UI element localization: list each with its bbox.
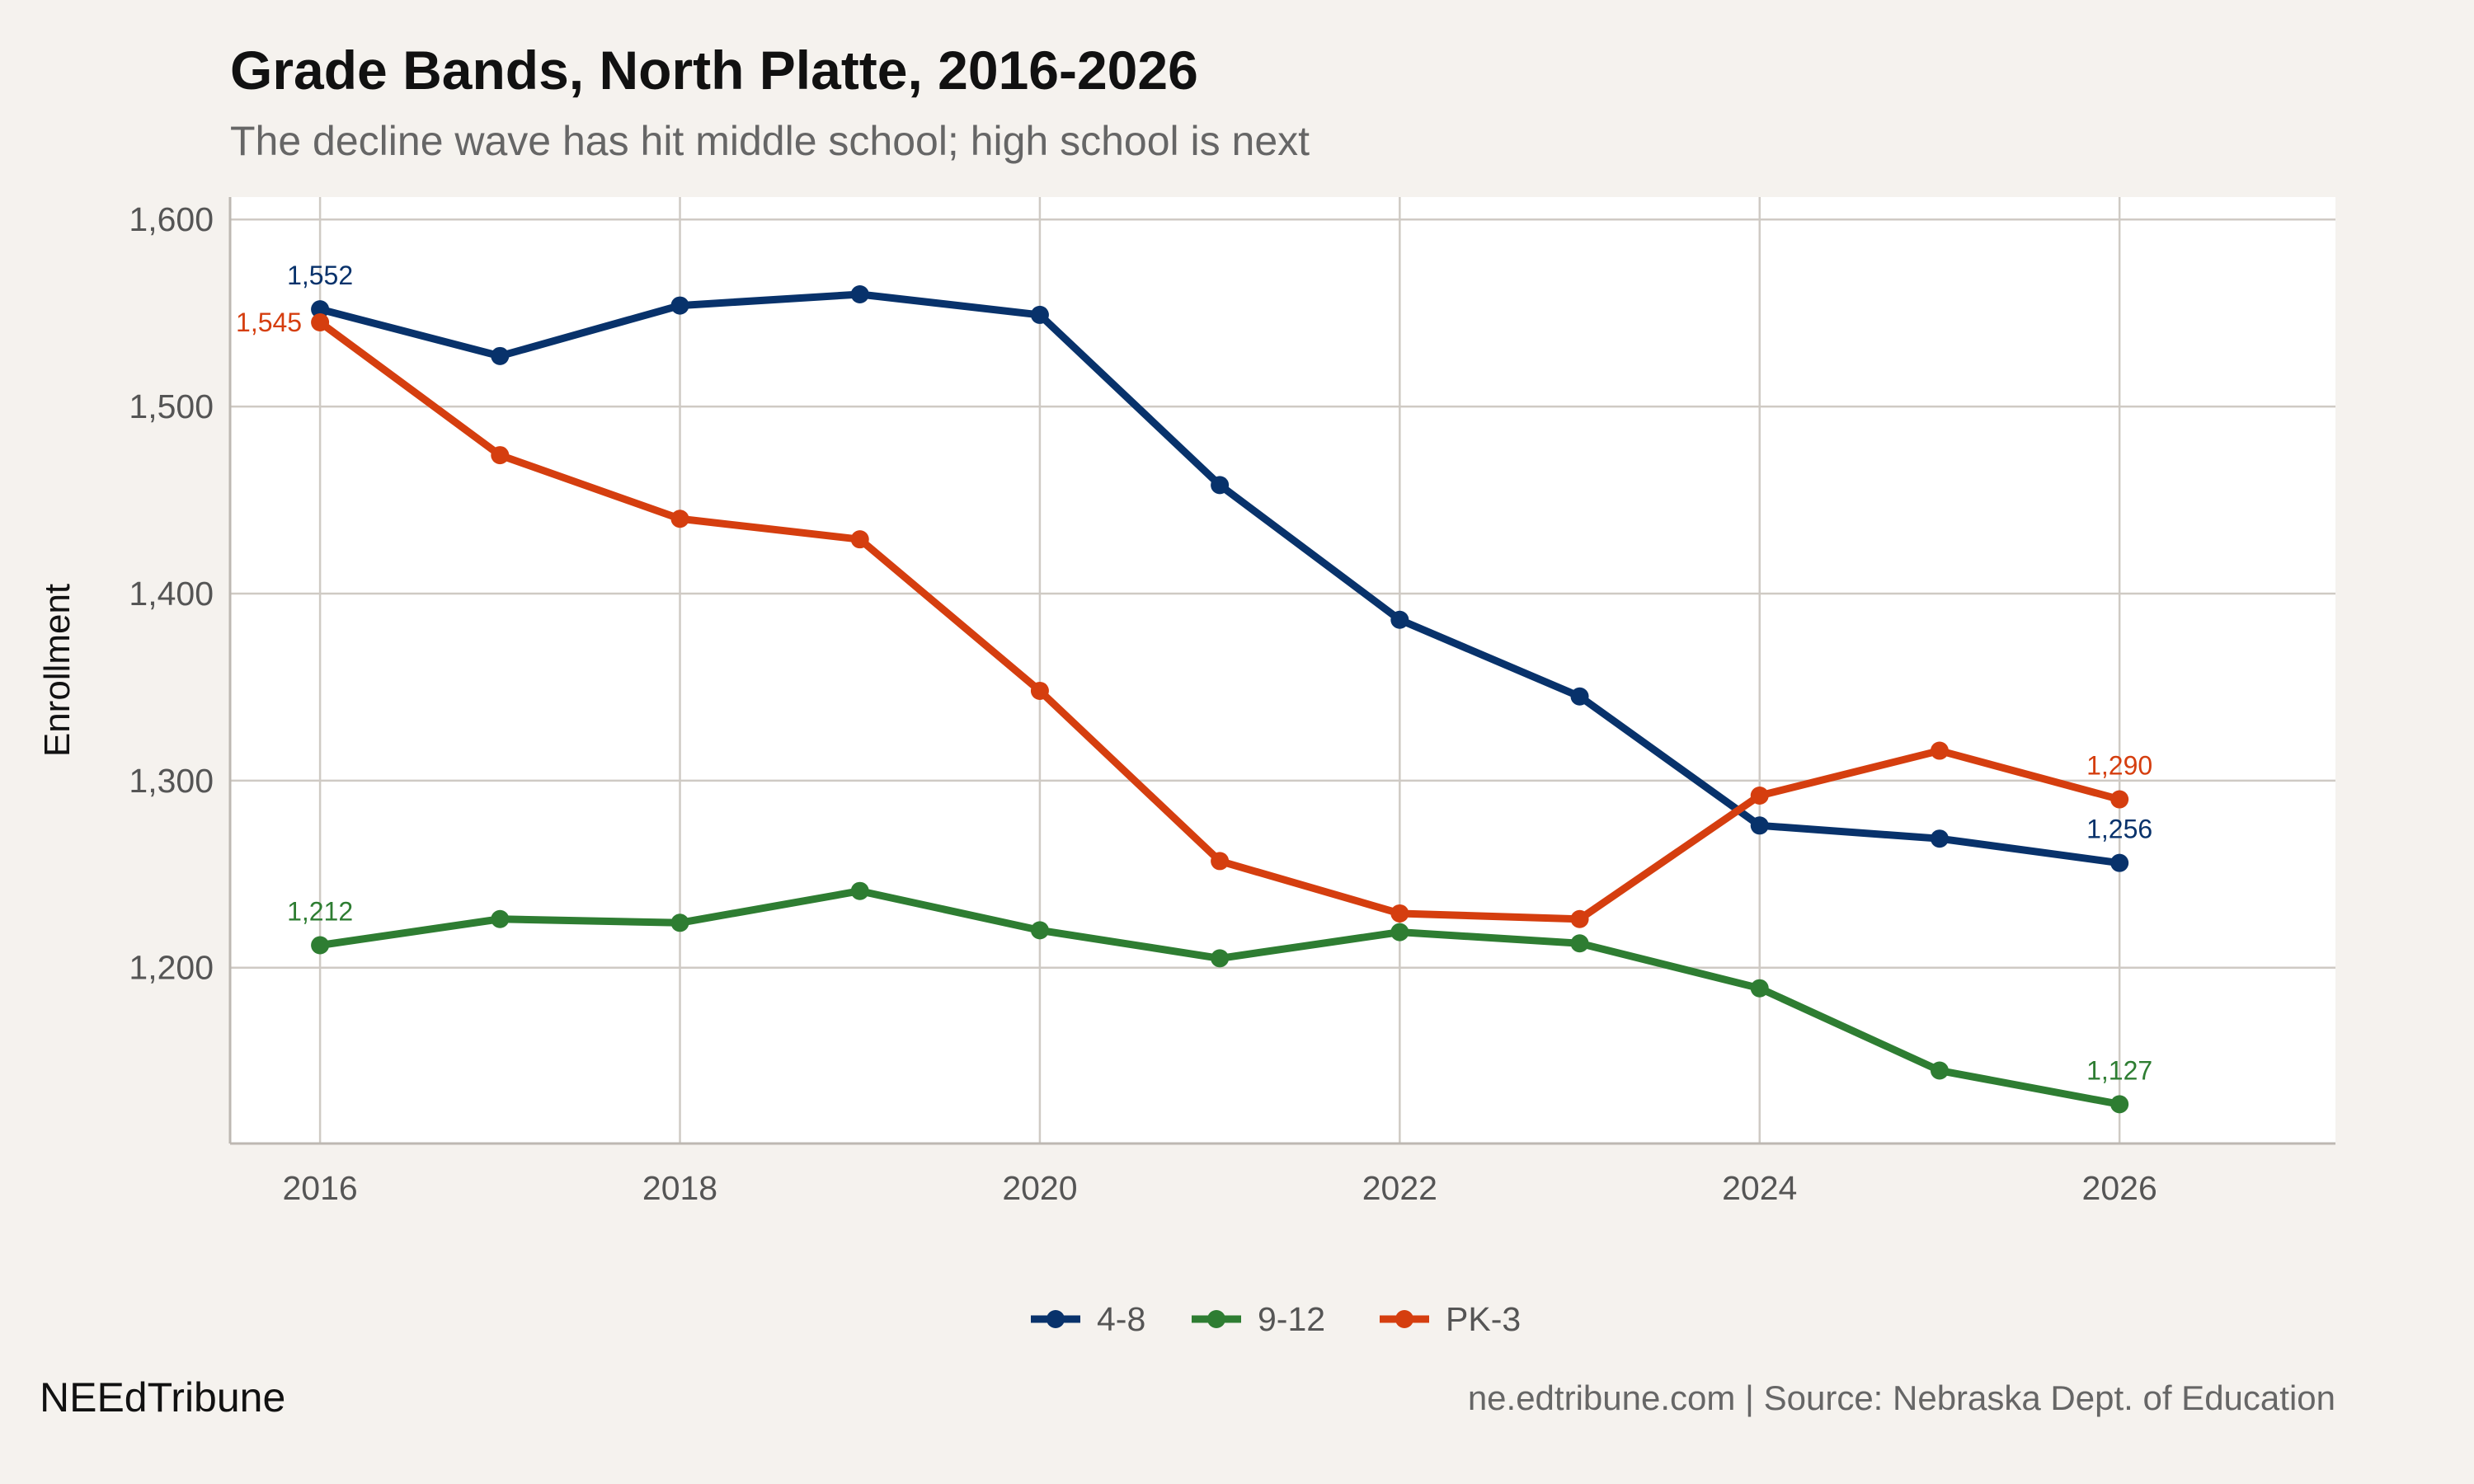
data-point-4-8 [1030, 305, 1049, 324]
chart-title: Grade Bands, North Platte, 2016-2026 [230, 40, 1198, 101]
x-tick-label: 2018 [642, 1169, 717, 1207]
data-point-4-8 [850, 284, 869, 303]
footer-source: ne.edtribune.com | Source: Nebraska Dept… [1468, 1378, 2335, 1417]
data-point-4-8 [1750, 816, 1769, 835]
legend-label: 9-12 [1258, 1300, 1325, 1338]
y-tick-label: 1,300 [129, 762, 214, 800]
legend-key-point [1047, 1310, 1065, 1328]
data-label-last: 1,127 [2086, 1055, 2152, 1085]
data-point-9-12 [850, 881, 869, 900]
data-point-9-12 [1211, 949, 1230, 968]
legend: 4-8 9-12 PK-3 [1031, 1300, 1521, 1338]
y-tick-label: 1,600 [129, 200, 214, 238]
data-point-4-8 [1930, 829, 1949, 848]
data-point-4-8 [670, 296, 689, 315]
data-point-PK-3 [491, 446, 510, 465]
data-point-9-12 [670, 913, 689, 932]
x-tick-label: 2020 [1002, 1169, 1077, 1207]
chart-subtitle: The decline wave has hit middle school; … [230, 118, 1310, 164]
legend-label: 4-8 [1097, 1300, 1145, 1338]
y-tick-label: 1,200 [129, 949, 214, 987]
data-point-9-12 [1030, 921, 1049, 940]
footer-brand: NEEdTribune [40, 1374, 285, 1421]
data-point-9-12 [1930, 1061, 1949, 1080]
data-label-first: 1,212 [287, 897, 353, 927]
data-label-last: 1,256 [2086, 815, 2152, 844]
data-point-9-12 [491, 909, 510, 928]
y-axis-label: Enrollment [37, 584, 78, 757]
data-point-PK-3 [1750, 787, 1769, 805]
plot-panel [230, 197, 2335, 1144]
y-tick-label: 1,500 [129, 387, 214, 425]
x-tick-label: 2022 [1362, 1169, 1437, 1207]
y-tick-label: 1,400 [129, 575, 214, 613]
data-point-9-12 [1390, 923, 1409, 942]
data-point-4-8 [491, 346, 510, 365]
legend-key-point [1207, 1310, 1225, 1328]
legend-key-point [1395, 1310, 1413, 1328]
data-label-first: 1,552 [287, 261, 353, 290]
data-point-4-8 [2110, 853, 2129, 872]
data-point-PK-3 [670, 510, 689, 528]
data-label-first: 1,545 [236, 308, 302, 337]
x-tick-label: 2026 [2082, 1169, 2157, 1207]
data-point-4-8 [1570, 687, 1589, 706]
data-point-PK-3 [1570, 909, 1589, 928]
data-point-PK-3 [2110, 790, 2129, 809]
legend-label: PK-3 [1446, 1300, 1521, 1338]
data-label-last: 1,290 [2086, 751, 2152, 781]
data-point-PK-3 [1930, 741, 1949, 760]
data-point-PK-3 [1211, 852, 1230, 871]
data-point-4-8 [1390, 610, 1409, 629]
data-point-4-8 [1211, 476, 1230, 495]
data-point-4-8 [311, 300, 330, 319]
data-point-9-12 [311, 936, 330, 955]
x-tick-label: 2016 [282, 1169, 357, 1207]
data-point-PK-3 [1390, 904, 1409, 923]
data-point-9-12 [2110, 1095, 2129, 1114]
data-point-9-12 [1750, 979, 1769, 998]
data-point-9-12 [1570, 934, 1589, 953]
x-tick-label: 2024 [1722, 1169, 1797, 1207]
data-point-PK-3 [850, 530, 869, 549]
data-point-PK-3 [311, 313, 330, 332]
data-point-PK-3 [1030, 681, 1049, 700]
